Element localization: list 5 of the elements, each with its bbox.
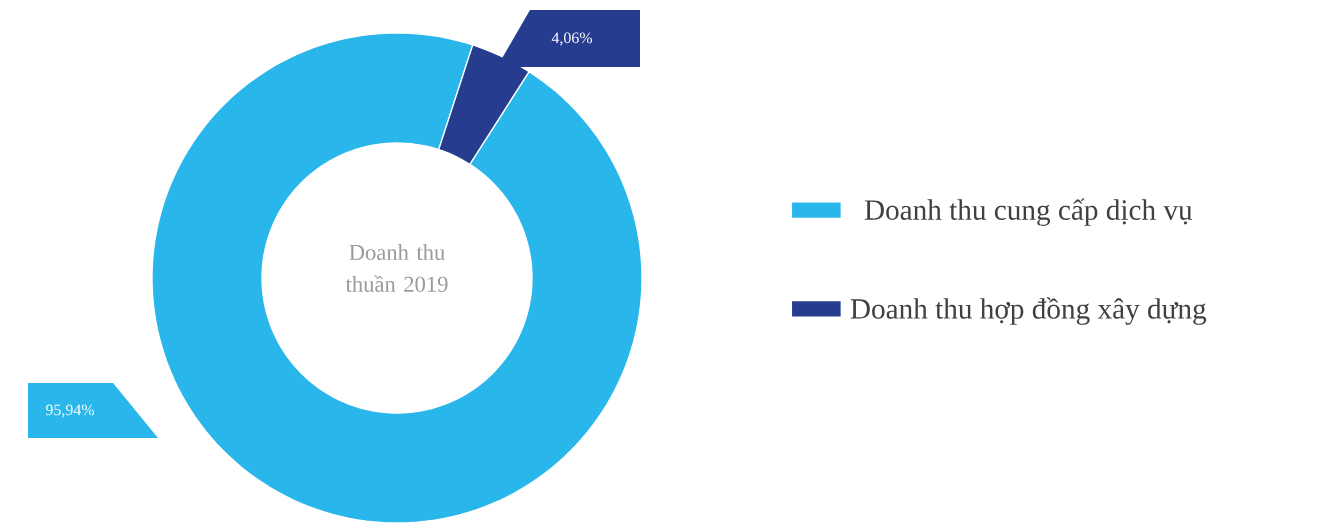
text: Doanh thu thuần 2019 bbox=[345, 244, 448, 293]
legend-label: Doanh thu cung cấp dịch vụ bbox=[864, 198, 1193, 227]
data-label: 95,94% bbox=[45, 404, 95, 418]
data-label: 4,06% bbox=[551, 32, 593, 46]
legend-label: Doanh thu hợp đồng xây dựng bbox=[850, 297, 1207, 325]
